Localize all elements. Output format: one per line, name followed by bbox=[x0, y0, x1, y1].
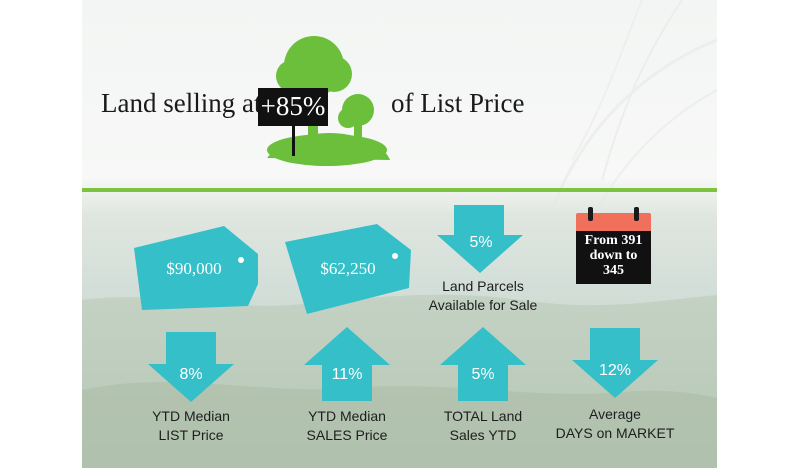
calendar-header bbox=[576, 213, 651, 231]
stat-2-up-arrow bbox=[304, 327, 390, 401]
headline-suffix: of List Price bbox=[391, 88, 525, 118]
infographic-canvas: Land selling at +85% of List Price $90,0… bbox=[82, 0, 717, 468]
stat-1-label: YTD Median LIST Price bbox=[126, 407, 256, 445]
stat-2-label-line2: SALES Price bbox=[306, 427, 388, 443]
calendar-line-3: 345 bbox=[603, 263, 624, 278]
calendar-ring-right bbox=[634, 207, 639, 221]
stat-2-label-line1: YTD Median bbox=[308, 408, 386, 424]
calendar-text: From 391 down to 345 bbox=[576, 233, 651, 278]
tree-icon bbox=[267, 36, 390, 166]
headline-value-sign: +85% bbox=[258, 88, 328, 126]
stat-3-label: TOTAL Land Sales YTD bbox=[418, 407, 548, 445]
background-scenery bbox=[82, 0, 717, 468]
stat-1-percent: 8% bbox=[179, 366, 203, 383]
palm-frond-graphic bbox=[550, 0, 717, 241]
parcels-percent: 5% bbox=[469, 234, 493, 251]
stat-4-label-line2: DAYS on MARKET bbox=[555, 425, 675, 441]
price-tag-shape-2 bbox=[285, 224, 411, 314]
calendar-body bbox=[576, 231, 651, 284]
stat-1-label-line1: YTD Median bbox=[152, 408, 230, 424]
stat-2-percent: 11% bbox=[331, 366, 363, 383]
stat-3-label-line1: TOTAL Land bbox=[443, 408, 523, 424]
price-tag-value-2: $62,250 bbox=[320, 259, 376, 278]
stat-4-down-arrow bbox=[572, 328, 658, 398]
stat-2-label: YTD Median SALES Price bbox=[282, 407, 412, 445]
parcels-label-line2: Available for Sale bbox=[428, 297, 538, 313]
stat-4-percent: 12% bbox=[598, 362, 632, 379]
calendar-line-1: From 391 bbox=[584, 233, 643, 248]
stat-1-down-arrow bbox=[148, 332, 234, 402]
calendar-icon: From 391 down to 345 bbox=[576, 207, 651, 284]
stat-3-label-line2: Sales YTD bbox=[449, 427, 517, 443]
stat-4-label: Average DAYS on MARKET bbox=[540, 405, 690, 443]
hill-silhouette-front bbox=[82, 382, 717, 468]
parcels-down-arrow bbox=[437, 205, 523, 273]
sign-post bbox=[292, 126, 295, 156]
parcels-label-line1: Land Parcels bbox=[442, 278, 524, 294]
price-tag-value-1: $90,000 bbox=[166, 259, 222, 278]
calendar-ring-left bbox=[588, 207, 593, 221]
parcels-label: Land Parcels Available for Sale bbox=[400, 277, 566, 315]
section-divider bbox=[82, 188, 717, 192]
stat-3-up-arrow bbox=[440, 327, 526, 401]
price-tag-shape-1 bbox=[134, 226, 258, 310]
stat-4-label-line1: Average bbox=[589, 406, 641, 422]
calendar-line-2: down to bbox=[589, 248, 638, 263]
headline-prefix: Land selling at bbox=[101, 88, 262, 118]
stat-3-percent: 5% bbox=[471, 366, 495, 383]
stat-1-label-line2: LIST Price bbox=[158, 427, 224, 443]
